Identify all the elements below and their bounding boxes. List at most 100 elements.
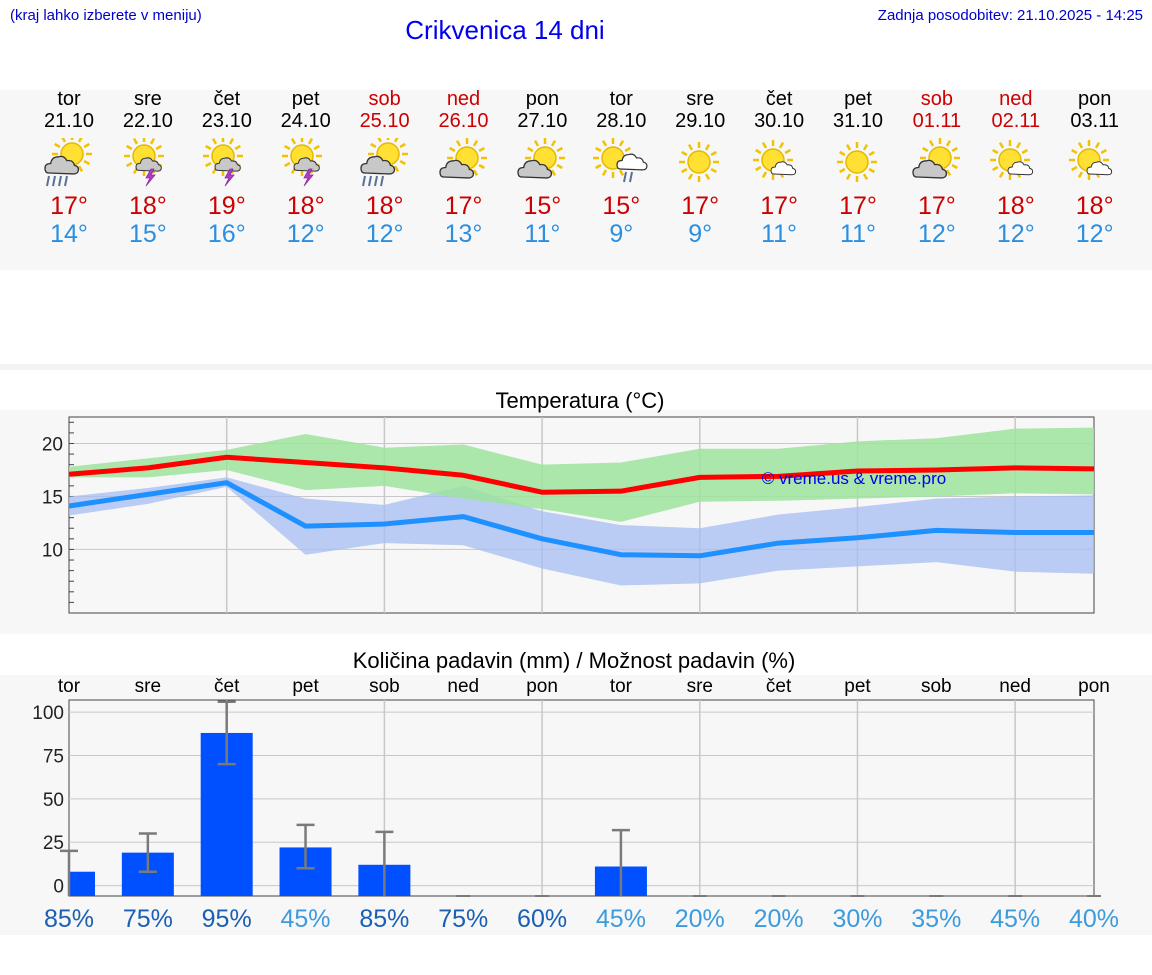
precip-probability: 20%	[675, 905, 725, 933]
precip-probability: 75%	[438, 905, 488, 933]
watermark: © vreme.us & vreme.pro	[762, 469, 946, 488]
day-column: pet 31.10 17° 11°	[819, 88, 898, 248]
temp-min: 12°	[996, 220, 1035, 248]
day-date: 28.10	[596, 110, 647, 132]
y-tick-label: 20	[42, 434, 63, 455]
precip-probability: 45%	[281, 905, 331, 933]
temp-max: 17°	[681, 192, 720, 220]
temp-min: 12°	[917, 220, 956, 248]
x-category-label: ned	[447, 676, 479, 697]
page-title: Crikvenica 14 dni	[405, 15, 605, 45]
y-tick-label: 50	[43, 790, 64, 811]
precip-probability: 30%	[832, 905, 882, 933]
day-name: sre	[686, 88, 715, 110]
temp-min: 14°	[50, 220, 88, 248]
day-date: 30.10	[754, 110, 805, 132]
precip-probability: 20%	[754, 905, 804, 933]
temp-max: 15°	[602, 192, 641, 220]
x-category-label: sob	[921, 676, 952, 697]
temp-max: 18°	[1075, 192, 1114, 220]
sun-small-cloud-icon	[740, 134, 819, 192]
temp-max: 17°	[760, 192, 798, 220]
precip-probability: 85%	[359, 905, 409, 933]
day-column: tor 28.10 15° 9°	[582, 88, 661, 248]
day-date: 31.10	[832, 110, 884, 132]
location-hint: (kraj lahko izberete v meniju)	[10, 7, 202, 24]
precip-probability: 45%	[990, 905, 1040, 933]
sun-cloud-rain-icon	[30, 134, 109, 192]
max-temp-line	[68, 454, 1095, 495]
y-tick-label: 15	[42, 487, 63, 508]
sun-icon	[661, 134, 740, 192]
precipitation-chart: tor sre čet pet sob ned pon tor sre čet pet sob ned p…	[32, 676, 1119, 933]
max-temp-range-band	[69, 427, 1094, 522]
day-date: 29.10	[675, 110, 726, 132]
sun-cloud-thunder-icon	[108, 134, 187, 192]
day-column: pon 27.10 15° 11°	[503, 88, 582, 248]
day-date: 26.10	[438, 110, 489, 132]
day-column: pon 03.11 18° 12°	[1055, 88, 1134, 248]
x-category-label: pon	[1078, 676, 1110, 697]
day-date: 25.10	[359, 110, 410, 132]
x-category-label: sre	[687, 676, 713, 697]
temp-max: 17°	[917, 192, 956, 220]
day-column: sob 01.11 17° 12°	[897, 88, 976, 248]
x-category-label: pet	[844, 676, 871, 697]
day-name: tor	[57, 88, 81, 110]
temp-min: 13°	[444, 220, 483, 248]
day-name: tor	[609, 88, 633, 110]
day-column: sre 29.10 17° 9°	[661, 88, 740, 248]
temp-max: 18°	[365, 192, 404, 220]
temp-min: 16°	[207, 220, 246, 248]
sun-small-cloud-icon	[1055, 134, 1134, 192]
day-date: 22.10	[122, 110, 173, 132]
sun-cloud-icon	[503, 134, 582, 192]
temp-max: 18°	[996, 192, 1035, 220]
temp-min: 12°	[286, 220, 325, 248]
precipitation-title: Količina padavin (mm) / Možnost padavin …	[352, 648, 796, 673]
divider	[0, 364, 1152, 370]
y-tick-label: 75	[43, 747, 64, 768]
temp-min: 11°	[840, 220, 876, 248]
temp-min: 9°	[688, 220, 713, 248]
precip-probability: 95%	[202, 905, 252, 933]
last-updated: Zadnja posodobitev: 21.10.2025 - 14:25	[877, 7, 1143, 24]
day-date: 21.10	[43, 110, 95, 132]
y-tick-label: 10	[42, 540, 63, 561]
temp-min: 12°	[1075, 220, 1114, 248]
min-temp-range-band	[69, 477, 1094, 586]
precip-probability: 60%	[517, 905, 567, 933]
sun-icon	[819, 134, 898, 192]
temp-min: 11°	[524, 220, 561, 248]
day-name: pet	[844, 88, 872, 110]
temp-max: 15°	[523, 192, 562, 220]
day-date: 23.10	[201, 110, 252, 132]
x-category-label: tor	[58, 676, 81, 697]
sun-cloud-rain-icon	[345, 134, 424, 192]
y-tick-label: 25	[43, 833, 64, 854]
temp-min: 12°	[365, 220, 404, 248]
daily-forecast: tor 21.10 17° 14° sre 22.10 18° 15° čet …	[0, 88, 1152, 270]
x-category-label: sob	[369, 676, 400, 697]
y-tick-label: 0	[53, 877, 64, 898]
sun-small-cloud-icon	[976, 134, 1055, 192]
x-category-label: sre	[135, 676, 161, 697]
precip-probability: 85%	[44, 905, 94, 933]
day-column: ned 02.11 18° 12°	[976, 88, 1055, 248]
temp-max: 19°	[207, 192, 246, 220]
day-name: pet	[291, 88, 320, 110]
day-column: ned 26.10 17° 13°	[424, 88, 503, 248]
precip-bar	[69, 871, 95, 896]
sun-cloud-icon	[424, 134, 503, 192]
x-category-label: ned	[999, 676, 1031, 697]
x-category-label: pet	[292, 676, 319, 697]
y-tick-label: 100	[32, 703, 64, 724]
temp-min: 9°	[609, 220, 634, 248]
day-name: čet	[213, 88, 241, 110]
precip-probability: 75%	[123, 905, 173, 933]
day-column: tor 21.10 17° 14°	[30, 88, 109, 248]
day-name: sre	[133, 88, 162, 110]
forecast-band	[0, 90, 1152, 270]
day-date: 27.10	[517, 110, 568, 132]
temp-max: 17°	[50, 192, 88, 220]
